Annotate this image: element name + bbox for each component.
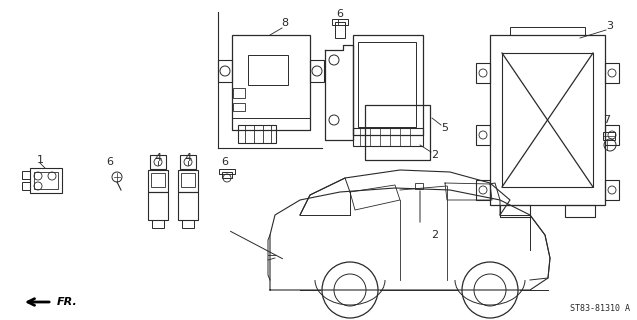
Bar bbox=[565, 205, 595, 217]
Text: 4: 4 bbox=[185, 153, 192, 163]
Bar bbox=[148, 170, 168, 192]
Bar bbox=[605, 63, 619, 83]
Bar bbox=[152, 220, 164, 228]
Text: 7: 7 bbox=[603, 115, 610, 125]
Bar bbox=[603, 132, 615, 140]
Bar bbox=[605, 180, 619, 200]
Bar bbox=[605, 125, 619, 145]
Bar bbox=[148, 192, 168, 220]
Bar bbox=[490, 35, 605, 205]
Bar bbox=[335, 22, 345, 38]
Bar bbox=[232, 118, 310, 130]
Bar bbox=[358, 42, 416, 127]
Bar bbox=[238, 125, 276, 143]
Bar bbox=[365, 105, 430, 160]
Text: 3: 3 bbox=[606, 21, 613, 31]
Bar bbox=[182, 220, 194, 228]
Text: ST83-81310 A: ST83-81310 A bbox=[570, 304, 630, 313]
Bar bbox=[332, 19, 348, 25]
Text: 2: 2 bbox=[431, 230, 438, 240]
Bar bbox=[151, 173, 165, 187]
Bar bbox=[232, 35, 310, 130]
Bar bbox=[248, 55, 288, 85]
Bar bbox=[34, 172, 58, 189]
Bar bbox=[310, 60, 324, 82]
Bar bbox=[218, 60, 232, 82]
Bar bbox=[233, 88, 245, 98]
Bar bbox=[353, 35, 423, 135]
Text: 6: 6 bbox=[106, 157, 113, 167]
Bar bbox=[181, 173, 195, 187]
Bar bbox=[30, 168, 62, 193]
Bar bbox=[233, 103, 245, 111]
Bar bbox=[22, 171, 30, 179]
Bar bbox=[150, 155, 166, 169]
Bar bbox=[180, 155, 196, 169]
Bar bbox=[510, 27, 585, 35]
Text: 6: 6 bbox=[222, 157, 229, 167]
Bar bbox=[178, 192, 198, 220]
Text: 4: 4 bbox=[154, 153, 162, 163]
Bar bbox=[22, 182, 30, 190]
Text: 2: 2 bbox=[431, 150, 438, 160]
Bar bbox=[178, 170, 198, 192]
Text: 8: 8 bbox=[282, 18, 289, 28]
Bar bbox=[476, 63, 490, 83]
Text: 1: 1 bbox=[36, 155, 43, 165]
Bar bbox=[222, 172, 232, 178]
Text: FR.: FR. bbox=[57, 297, 78, 307]
Bar bbox=[500, 205, 530, 217]
Bar bbox=[476, 180, 490, 200]
Text: 5: 5 bbox=[441, 123, 448, 133]
Text: 6: 6 bbox=[336, 9, 343, 19]
Bar bbox=[353, 128, 423, 146]
Bar bbox=[476, 125, 490, 145]
Bar bbox=[415, 183, 423, 189]
Bar bbox=[219, 169, 235, 174]
Bar bbox=[502, 53, 593, 187]
